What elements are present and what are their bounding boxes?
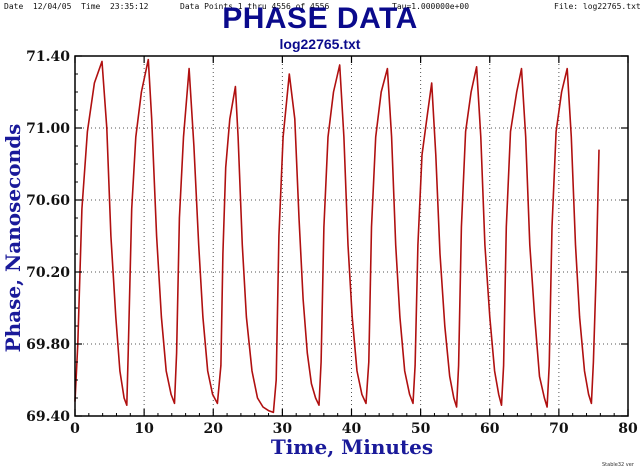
header-tau: Tau=1.000000e+00 — [392, 2, 470, 11]
x-axis-label: Time, Minutes — [271, 435, 433, 459]
x-tick-label: 70 — [549, 421, 569, 437]
x-tick-label: 30 — [273, 421, 293, 437]
header-date: Date 12/04/05 Time 23:35:12 — [4, 2, 149, 11]
chart-title: PHASE DATA — [222, 2, 418, 35]
header-data-points: Data Points 1 thru 4556 of 4556 — [180, 2, 330, 11]
header-file: File: log22765.txt — [554, 2, 640, 11]
axes — [74, 55, 629, 417]
y-tick-label: 70.60 — [26, 193, 70, 209]
series-layer — [74, 58, 600, 414]
phase-series-line — [74, 58, 600, 414]
x-tick-label: 50 — [411, 421, 431, 437]
y-tick-label: 71.00 — [26, 121, 70, 137]
grid — [75, 56, 628, 416]
chart-subtitle: log22765.txt — [279, 36, 361, 52]
x-tick-label: 60 — [480, 421, 500, 437]
x-tick-label: 10 — [134, 421, 154, 437]
x-tick-label: 40 — [342, 421, 362, 437]
y-axis-label: Phase, Nanoseconds — [1, 124, 25, 353]
tick-labels: 0 10 20 30 40 50 60 70 80 69.40 69.80 70.20 70.60 71.… — [26, 49, 638, 437]
x-tick-label: 80 — [618, 421, 638, 437]
x-tick-label: 0 — [70, 421, 80, 437]
y-tick-label: 70.20 — [26, 265, 70, 281]
y-tick-label: 69.40 — [26, 409, 70, 425]
y-tick-label: 69.80 — [26, 337, 70, 353]
x-tick-label: 20 — [204, 421, 224, 437]
y-tick-label: 71.40 — [26, 49, 70, 65]
software-credit: Stable32 ver — [602, 462, 634, 468]
